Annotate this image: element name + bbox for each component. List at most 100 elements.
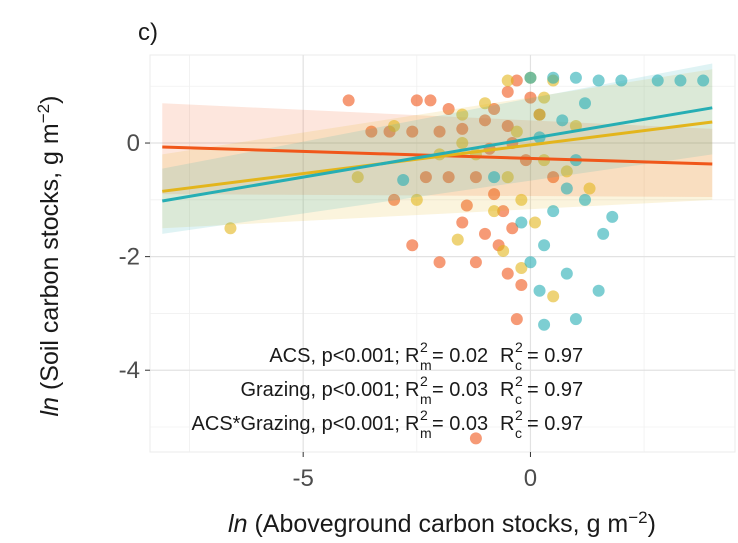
y-axis-label-part: −2 [34, 104, 53, 123]
point [501, 267, 514, 280]
superscript: 2 [515, 339, 523, 355]
x-axis-label-part: (Aboveground carbon stocks, g m [248, 510, 629, 538]
confidence-band [162, 63, 713, 234]
point [479, 227, 491, 240]
y-tick-label: -4 [119, 357, 140, 384]
y-axis-label: ln (Soil carbon stocks, g m−2) [34, 96, 65, 417]
point [592, 284, 605, 297]
annotation-value: = 0.03 [432, 413, 488, 435]
point [469, 171, 482, 184]
point [488, 188, 501, 201]
point [433, 256, 446, 269]
x-axis-label-part: ln [228, 510, 247, 538]
annotation-value: = 0.97 [527, 345, 583, 367]
point [506, 222, 519, 235]
point [547, 171, 560, 184]
y-axis-label-part: ) [36, 96, 64, 104]
annotation-label: ACS, p<0.001; [269, 345, 400, 367]
fit-line [162, 106, 713, 203]
r-symbol: R [500, 379, 514, 401]
point [406, 239, 419, 252]
subscript: c [515, 357, 522, 373]
r-symbol: R [405, 413, 419, 435]
point [501, 85, 514, 98]
subscript: m [420, 425, 432, 441]
point [615, 74, 628, 87]
point [451, 233, 464, 246]
point [569, 71, 582, 84]
point [533, 108, 546, 121]
point [456, 108, 469, 121]
y-axis-label-part: ln [36, 397, 64, 416]
point [597, 227, 610, 240]
superscript: 2 [420, 407, 428, 423]
superscript: 2 [515, 373, 523, 389]
superscript: 2 [420, 339, 428, 355]
point [501, 119, 514, 132]
point [424, 94, 437, 107]
point [547, 205, 560, 218]
point [351, 171, 364, 184]
point [456, 216, 469, 229]
point [524, 71, 537, 84]
point [342, 94, 355, 107]
point [388, 193, 401, 206]
point [456, 122, 469, 135]
point [583, 182, 596, 195]
point [497, 205, 510, 218]
annotation-value: = 0.02 [432, 345, 488, 367]
point [592, 74, 605, 87]
y-tick-label: -2 [119, 244, 140, 271]
point [397, 173, 410, 186]
point [456, 137, 469, 150]
r-symbol: R [500, 413, 514, 435]
subscript: m [420, 391, 432, 407]
superscript: 2 [420, 373, 428, 389]
point [510, 313, 523, 326]
panel-label: c) [138, 19, 158, 46]
y-tick-label: 0 [127, 130, 140, 157]
point [538, 239, 551, 252]
point [569, 313, 582, 326]
x-tick-label: 0 [524, 465, 537, 492]
point [579, 97, 591, 110]
point [538, 318, 551, 331]
point [510, 125, 523, 138]
annotation-value: = 0.97 [527, 379, 583, 401]
point [501, 171, 514, 184]
y-axis-label-part: (Soil carbon stocks, g m [36, 123, 64, 397]
point [651, 74, 664, 87]
point [510, 74, 523, 87]
annotation-value: = 0.03 [432, 379, 488, 401]
point [410, 193, 423, 206]
point [524, 91, 537, 104]
annotation-value: = 0.97 [527, 413, 583, 435]
point [556, 114, 569, 127]
point [224, 222, 237, 235]
point [388, 119, 401, 132]
subscript: m [420, 357, 432, 373]
subscript: c [515, 391, 522, 407]
point [515, 193, 528, 206]
point [410, 94, 423, 107]
point [579, 193, 591, 206]
point [406, 125, 419, 138]
point [419, 171, 432, 184]
r-symbol: R [405, 345, 419, 367]
fit-line [162, 120, 713, 193]
x-axis-label-part: −2 [628, 508, 647, 527]
r-symbol: R [405, 379, 419, 401]
point [560, 165, 573, 178]
point [442, 171, 455, 184]
subscript: c [515, 425, 522, 441]
point [433, 125, 446, 138]
point [488, 205, 501, 218]
annotation-label: Grazing, p<0.001; [240, 379, 400, 401]
point [515, 216, 528, 229]
point [515, 279, 528, 292]
x-axis-label-part: ) [648, 510, 656, 538]
point [674, 74, 687, 87]
annotation-label: ACS*Grazing, p<0.001; [192, 413, 400, 435]
point [538, 91, 551, 104]
